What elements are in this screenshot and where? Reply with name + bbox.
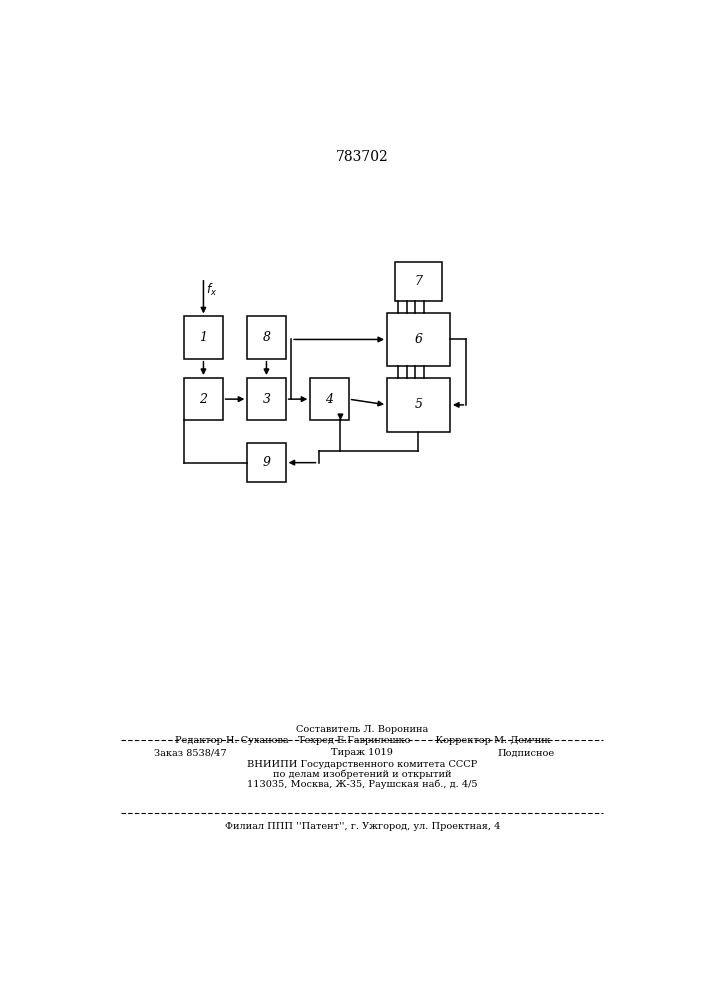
Bar	[185, 316, 223, 359]
Text: 3: 3	[262, 393, 271, 406]
Text: 783702: 783702	[336, 150, 389, 164]
Bar	[247, 378, 286, 420]
Text: Заказ 8538/47: Заказ 8538/47	[154, 748, 227, 757]
Bar	[247, 443, 286, 482]
Bar	[387, 378, 450, 432]
Text: Подписное: Подписное	[497, 748, 554, 757]
Text: 9: 9	[262, 456, 271, 469]
Text: Филиал ППП ''Патент'', г. Ужгород, ул. Проектная, 4: Филиал ППП ''Патент'', г. Ужгород, ул. П…	[225, 822, 500, 831]
Text: 7: 7	[414, 275, 423, 288]
Text: 5: 5	[414, 398, 423, 411]
Text: 6: 6	[414, 333, 423, 346]
Text: Составитель Л. Воронина: Составитель Л. Воронина	[296, 725, 428, 734]
Text: 4: 4	[325, 393, 334, 406]
Text: по делам изобретений и открытий: по делам изобретений и открытий	[273, 770, 452, 779]
Bar	[247, 316, 286, 359]
Bar	[387, 312, 450, 366]
Bar	[310, 378, 349, 420]
Bar	[185, 378, 223, 420]
Text: Редактор Н. Суханова   Техред Е.Гаврилешко        Корректор М. Демчик: Редактор Н. Суханова Техред Е.Гаврилешко…	[175, 736, 550, 745]
Text: 8: 8	[262, 331, 271, 344]
Text: $f_x$: $f_x$	[206, 282, 217, 298]
Text: ВНИИПИ Государственного комитета СССР: ВНИИПИ Государственного комитета СССР	[247, 760, 477, 769]
Bar	[395, 262, 442, 301]
Text: 2: 2	[199, 393, 207, 406]
Text: Тираж 1019: Тираж 1019	[332, 748, 393, 757]
Text: 113035, Москва, Ж-35, Раушская наб., д. 4/5: 113035, Москва, Ж-35, Раушская наб., д. …	[247, 780, 478, 789]
Text: 1: 1	[199, 331, 207, 344]
